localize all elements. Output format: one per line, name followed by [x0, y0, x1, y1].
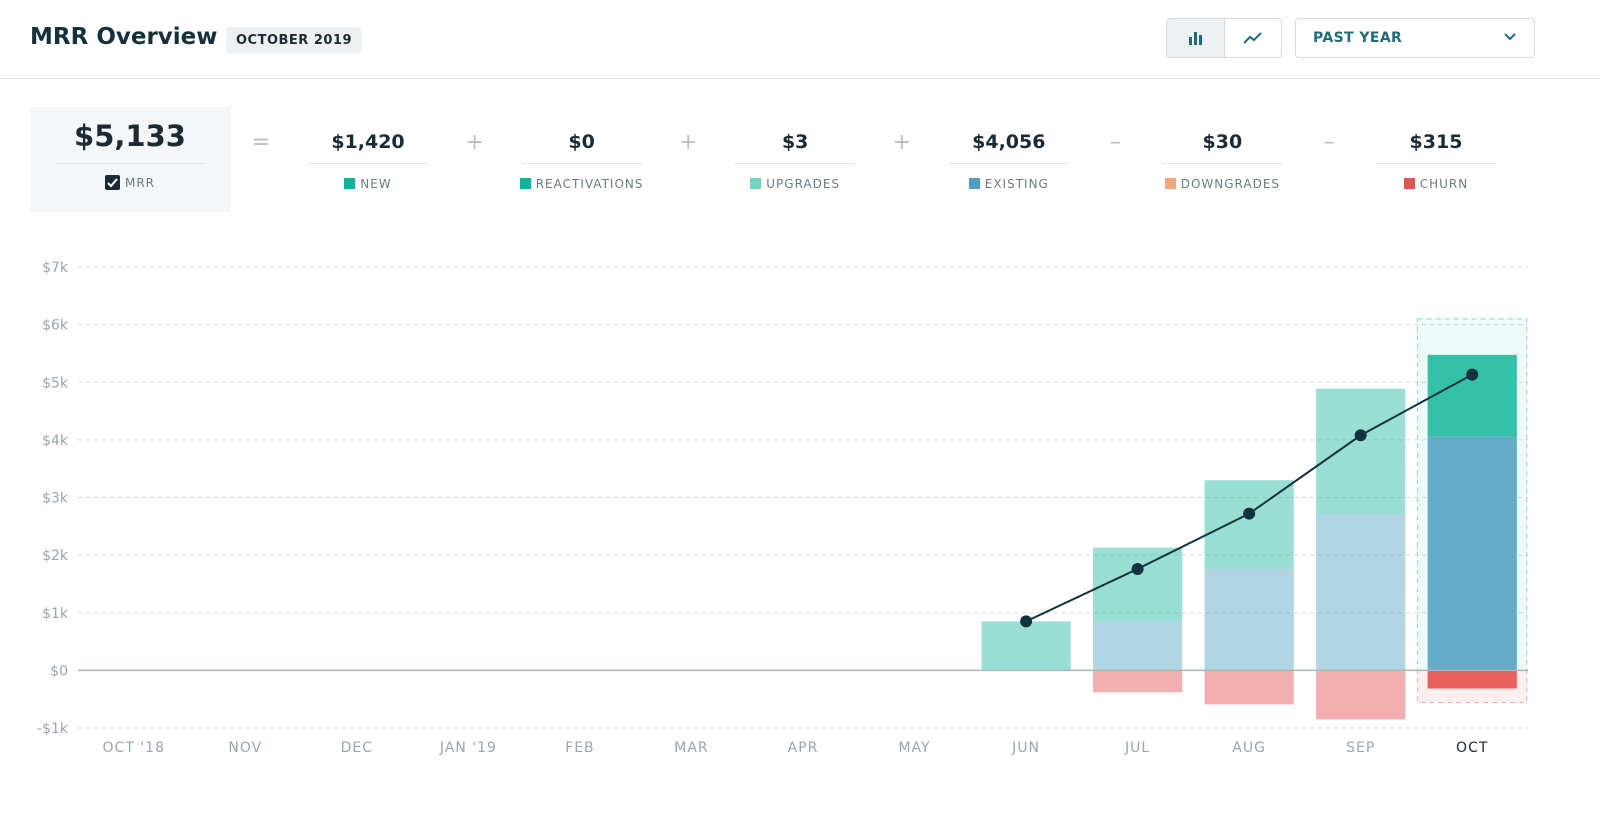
mrr-label-text: MRR: [124, 176, 156, 190]
x-tick-label: MAY: [898, 740, 930, 756]
item-value: $0: [568, 131, 595, 153]
bar-view-button[interactable]: [1167, 19, 1225, 57]
view-toggle: [1166, 18, 1282, 58]
mrr-point: [1131, 562, 1144, 575]
item-label: NEW: [268, 177, 468, 191]
operator: +: [465, 130, 484, 155]
bar-segment: [1316, 388, 1406, 515]
x-tick-label: JUL: [1124, 740, 1150, 756]
operator: –: [1323, 130, 1335, 155]
item-label: UPGRADES: [695, 177, 895, 191]
operator: =: [251, 130, 271, 155]
item-label: REACTIVATIONS: [482, 177, 682, 191]
y-tick-label: $3k: [42, 491, 69, 507]
legend-swatch: [344, 178, 356, 189]
operator: +: [678, 130, 698, 155]
line-icon: [1243, 32, 1262, 44]
y-tick-label: -$1k: [37, 721, 69, 737]
x-tick-label: APR: [788, 740, 819, 756]
range-dropdown[interactable]: PAST YEAR: [1295, 18, 1535, 58]
x-tick-label: FEB: [565, 740, 595, 756]
y-tick-label: $6k: [42, 318, 69, 334]
separator: [57, 163, 204, 164]
legend-swatch: [519, 178, 531, 189]
line-view-button[interactable]: [1225, 19, 1282, 57]
bar-segment: [1093, 547, 1183, 622]
item-value: $4,056: [972, 131, 1046, 153]
mrr-point: [1020, 615, 1033, 628]
bar-segment: [1204, 670, 1294, 705]
item-value: $1,420: [331, 131, 405, 153]
legend-swatch: [1164, 178, 1176, 189]
legend-swatch: [750, 178, 762, 189]
mrr-point: [1243, 507, 1256, 520]
item-label-text: EXISTING: [984, 177, 1049, 191]
separator: [1162, 163, 1283, 164]
mrr-point: [1466, 368, 1479, 381]
mrr-point: [1354, 429, 1367, 442]
bar-segment: [1316, 514, 1406, 671]
x-tick-label: DEC: [341, 740, 373, 756]
item-label: CHURN: [1336, 177, 1536, 191]
item-label-text: REACTIVATIONS: [535, 177, 644, 191]
separator: [948, 163, 1069, 164]
x-tick-label: AUG: [1232, 740, 1266, 756]
bar-segment: [1204, 480, 1294, 569]
x-tick-label: MAR: [674, 740, 708, 756]
mrr-label: MRR: [30, 175, 230, 190]
item-value: $3: [781, 131, 809, 153]
bar-segment: [1316, 670, 1406, 720]
bar-segment: [981, 621, 1071, 671]
x-tick-label: OCT: [1456, 740, 1488, 756]
item-label-text: NEW: [360, 177, 392, 191]
bar-segment: [1427, 670, 1517, 689]
x-tick-label: NOV: [228, 740, 262, 756]
bar-segment: [1204, 568, 1294, 671]
y-tick-label: $1k: [42, 606, 69, 622]
range-label: PAST YEAR: [1313, 30, 1403, 46]
x-tick-label: JUN: [1011, 740, 1040, 756]
bar-segment: [1093, 670, 1183, 693]
item-label: EXISTING: [909, 177, 1109, 191]
separator: [521, 163, 642, 164]
item-label-text: DOWNGRADES: [1180, 177, 1281, 191]
bar-segment: [1427, 436, 1517, 671]
separator: [1376, 163, 1496, 164]
x-tick-label: SEP: [1346, 740, 1375, 756]
legend-swatch: [968, 178, 980, 189]
y-tick-label: $5k: [42, 375, 69, 391]
item-label-text: UPGRADES: [766, 177, 841, 191]
y-tick-label: $7k: [42, 260, 69, 276]
y-tick-label: $2k: [42, 548, 69, 564]
checkbox[interactable]: [104, 175, 120, 190]
y-tick-label: $0: [50, 663, 68, 679]
separator: [735, 163, 856, 164]
x-tick-label: OCT '18: [103, 740, 165, 756]
header: MRR Overview OCTOBER 2019 PAST YEAR: [0, 0, 1600, 79]
period-badge: OCTOBER 2019: [226, 27, 363, 54]
bar-segment: [1427, 354, 1517, 437]
bar-segment: [1093, 621, 1183, 671]
mrr-value: $5,133: [74, 119, 186, 153]
page-title: MRR Overview: [30, 24, 218, 50]
separator: [308, 163, 428, 164]
mrr-box: [30, 107, 230, 212]
bar-icon: [1189, 32, 1203, 45]
chevron: [1504, 33, 1516, 41]
x-tick-label: JAN '19: [439, 740, 497, 756]
item-label-text: CHURN: [1419, 177, 1469, 191]
operator: +: [892, 130, 912, 155]
operator: –: [1109, 130, 1121, 155]
legend-swatch: [1403, 178, 1415, 189]
y-tick-label: $4k: [42, 433, 69, 449]
item-value: $315: [1409, 131, 1463, 153]
item-label: DOWNGRADES: [1122, 177, 1322, 191]
item-value: $30: [1202, 131, 1243, 153]
